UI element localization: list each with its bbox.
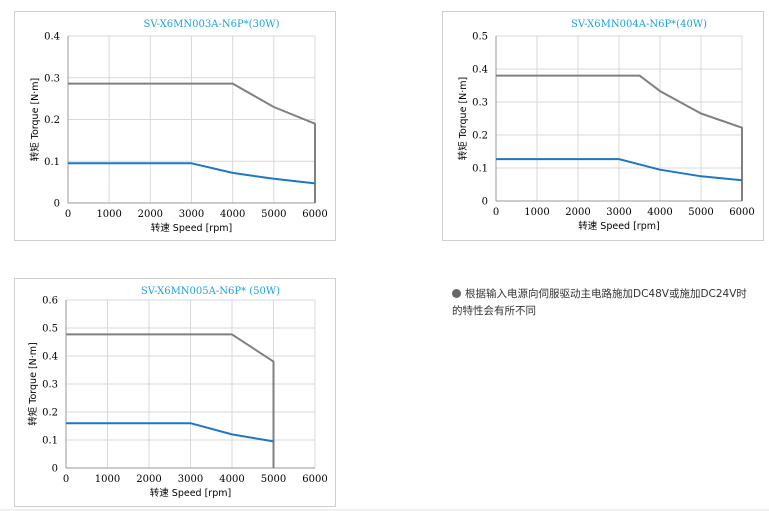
y-axis-label: 转矩 Torque [N·m] [457, 77, 469, 160]
series-line-peak [68, 82, 316, 203]
chart-title: SV-X6MN005A-N6P* (50W) [141, 286, 280, 297]
chart-panel-50w: 0 1000 2000 3000 4000 5000 6000 0 0.1 0.2 0.3 0.4 0.… [14, 278, 336, 507]
x-tick-label: 6000 [302, 209, 327, 220]
y-tick-label: 0.5 [472, 32, 488, 43]
x-tick-label: 0 [63, 474, 69, 485]
note-text: 根据输入电源向伺服驱动主电路施加DC48V或施加DC24V时的特性会有所不同 [452, 288, 747, 317]
x-tick-label: 0 [493, 207, 499, 218]
x-tick-label: 4000 [220, 209, 245, 220]
bullet-icon [452, 289, 461, 298]
x-tick-label: 4000 [647, 207, 672, 218]
y-tick-label: 0.2 [44, 115, 60, 126]
x-tick-label: 4000 [219, 474, 244, 485]
x-tick-label: 3000 [178, 474, 203, 485]
series-line-peak [496, 74, 743, 201]
x-axis-label: 转速 Speed [rpm] [578, 220, 659, 232]
x-tick-label: 1000 [95, 474, 120, 485]
y-tick-label: 0.6 [42, 296, 58, 307]
x-tick-label: 3000 [179, 209, 204, 220]
x-tick-label: 1000 [524, 207, 549, 218]
y-tick-label: 0.1 [472, 164, 488, 175]
x-tick-label: 2000 [565, 207, 590, 218]
y-tick-label: 0.4 [472, 65, 488, 76]
x-tick-label: 5000 [261, 209, 286, 220]
y-tick-label: 0.4 [42, 352, 58, 363]
y-tick-label: 0.2 [42, 408, 58, 419]
y-tick-label: 0.1 [42, 436, 58, 447]
chart-30w: 0 1000 2000 3000 4000 5000 6000 0 0.1 0.2 0.3 0.4 SV… [29, 19, 328, 234]
series-line-peak [66, 333, 275, 468]
x-tick-label: 2000 [136, 474, 161, 485]
x-tick-label: 6000 [302, 474, 327, 485]
x-tick-label: 3000 [606, 207, 631, 218]
y-tick-label: 0.3 [472, 98, 488, 109]
y-tick-label: 0 [52, 464, 58, 475]
bottom-divider [0, 509, 769, 511]
y-tick-label: 0.3 [42, 380, 58, 391]
x-tick-label: 1000 [96, 209, 121, 220]
series-line-rated [496, 158, 743, 182]
chart-panel-40w: 0 1000 2000 3000 4000 5000 6000 0 0.1 0.2 0.3 0.4 0.… [442, 11, 764, 241]
power-note: 根据输入电源向伺服驱动主电路施加DC48V或施加DC24V时的特性会有所不同 [452, 286, 752, 320]
chart-50w: 0 1000 2000 3000 4000 5000 6000 0 0.1 0.2 0.3 0.4 0.… [27, 286, 328, 499]
y-tick-label: 0 [482, 197, 488, 208]
y-tick-label: 0 [54, 199, 60, 210]
x-tick-label: 2000 [138, 209, 163, 220]
series-line-rated [66, 422, 274, 443]
chart-panel-30w: 0 1000 2000 3000 4000 5000 6000 0 0.1 0.2 0.3 0.4 SV… [14, 11, 336, 241]
x-tick-label: 0 [65, 209, 71, 220]
x-tick-label: 5000 [688, 207, 713, 218]
x-axis-label: 转速 Speed [rpm] [151, 222, 232, 234]
chart-title: SV-X6MN003A-N6P*(30W) [144, 19, 280, 30]
y-tick-label: 0.3 [44, 73, 60, 84]
series-line-rated [68, 162, 316, 185]
y-tick-label: 0.2 [472, 131, 488, 142]
y-tick-label: 0.4 [44, 32, 60, 43]
chart-40w: 0 1000 2000 3000 4000 5000 6000 0 0.1 0.2 0.3 0.4 0.… [457, 19, 755, 232]
chart-title: SV-X6MN004A-N6P*(40W) [571, 19, 707, 30]
y-axis-label: 转矩 Torque [N·m] [29, 78, 41, 161]
x-tick-label: 6000 [729, 207, 754, 218]
x-tick-label: 5000 [261, 474, 286, 485]
x-axis-label: 转速 Speed [rpm] [150, 487, 231, 499]
y-tick-label: 0.1 [44, 157, 60, 168]
y-axis-label: 转矩 Torque [N·m] [27, 342, 39, 425]
y-tick-label: 0.5 [42, 324, 58, 335]
